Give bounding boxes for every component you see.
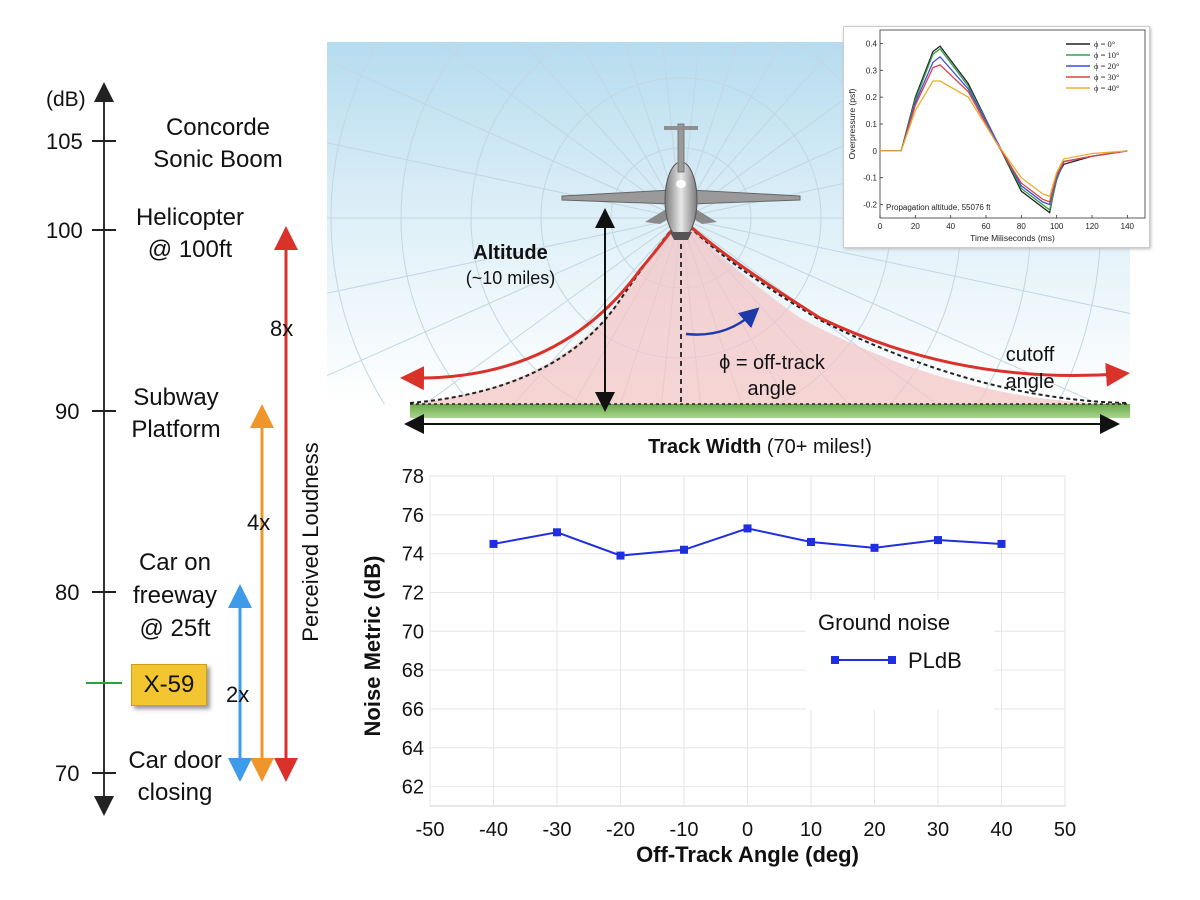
x-tick-label: 10	[800, 819, 822, 841]
y-tick-label: 64	[402, 738, 424, 760]
x-tick-label: -50	[416, 819, 445, 841]
pldb-data-point	[934, 536, 942, 545]
x-tick-label: 0	[742, 819, 753, 841]
altitude-label: Altitude (~10 miles)	[448, 240, 573, 290]
multiplier-8x: 8x	[270, 316, 294, 341]
event-car-freeway-line3: @ 25ft	[139, 615, 211, 642]
grid-ray-276	[680, 42, 701, 219]
x-tick-label: -40	[479, 819, 508, 841]
y-tick-label: 74	[402, 544, 424, 566]
grid-ray-204	[327, 59, 682, 219]
db-tick-label-90: 90	[55, 399, 80, 424]
cutoff-angle-label: cutoff angle	[980, 342, 1080, 396]
event-helicopter: Helicopter @ 100ft	[90, 202, 290, 266]
grid-ray-312	[680, 42, 841, 219]
pldb-data-point	[616, 551, 625, 560]
x-tick-label: 40	[990, 819, 1012, 841]
x-tick-label: 50	[1054, 819, 1076, 841]
loudness-scale-graphics	[86, 82, 298, 816]
grid-ray-24	[680, 217, 1100, 404]
event-subway-line1: Subway	[133, 384, 219, 411]
y-tick-label: 72	[402, 582, 424, 604]
x-tick-label: -20	[606, 819, 635, 841]
grid-ray-12	[680, 217, 1130, 314]
y-tick-label: 70	[402, 621, 424, 643]
x59-badge: X-59	[131, 664, 207, 706]
y-tick-label: 62	[402, 777, 424, 799]
grid-ray-216	[437, 42, 682, 219]
x-tick-label: -10	[670, 819, 699, 841]
event-car-door-line1: Car door	[128, 747, 222, 774]
multiplier-2x: 2x	[226, 682, 250, 707]
y-tick-label: 76	[402, 505, 424, 527]
y-axis-label: Noise Metric (dB)	[360, 556, 385, 737]
grid-ray-36	[680, 217, 938, 404]
track-width-label: Track Width (70+ miles!)	[560, 436, 960, 459]
legend-series-name: PLdB	[908, 648, 962, 673]
event-subway-line2: Platform	[131, 416, 221, 443]
x-tick-label: -30	[543, 819, 572, 841]
altitude-value: (~10 miles)	[465, 268, 556, 288]
grid-ray-288	[680, 42, 739, 219]
grid-ray-240	[578, 42, 682, 219]
pldb-data-point	[870, 543, 879, 552]
event-helicopter-line2: @ 100ft	[147, 236, 233, 263]
event-car-freeway-line1: Car on	[138, 549, 212, 576]
grid-ray-156	[327, 217, 682, 377]
db-tick-label-70: 70	[55, 761, 80, 786]
x59-aircraft-icon	[561, 123, 801, 240]
grid-ray-228	[521, 42, 682, 219]
event-concorde: Concorde Sonic Boom	[118, 112, 318, 176]
event-car-door: Car door closing	[75, 745, 275, 809]
phi-label: ϕ = off-track angle	[692, 350, 852, 402]
y-tick-label: 66	[402, 699, 424, 721]
grid-ray-168	[327, 217, 682, 294]
track-width-value: (70+ miles!)	[766, 436, 872, 458]
db-tick-label-105: 105	[46, 129, 83, 154]
grid-ray-192	[327, 142, 682, 219]
multiplier-4x: 4x	[247, 510, 271, 535]
pldb-data-point	[553, 528, 561, 537]
pldb-data-point	[997, 539, 1006, 548]
db-tick-label-100: 100	[46, 218, 83, 243]
pldb-data-point	[680, 545, 688, 554]
phi-label-line1: ϕ = off-track	[719, 352, 825, 374]
event-concorde-line2: Sonic Boom	[153, 146, 283, 173]
cutoff-label-line2: angle	[1005, 371, 1055, 393]
pldb-data-point	[807, 538, 815, 546]
phi-label-line2: angle	[747, 378, 797, 400]
x-tick-label: 20	[863, 819, 885, 841]
cutoff-boundary-arrow	[400, 215, 1130, 391]
db-unit-label: (dB)	[46, 88, 86, 111]
event-car-freeway-line2: freeway	[132, 582, 218, 609]
event-concorde-line1: Concorde	[165, 114, 271, 141]
cutoff-label-line1: cutoff	[1005, 344, 1055, 366]
event-car-freeway: Car on freeway @ 25ft	[75, 546, 275, 645]
x-tick-label: 30	[927, 819, 949, 841]
pldb-data-point	[489, 539, 498, 548]
phi-angle-arrow	[685, 307, 760, 336]
x-axis-label: Off-Track Angle (deg)	[636, 842, 859, 867]
grid-ray-324	[680, 42, 925, 219]
event-helicopter-line1: Helicopter	[135, 204, 245, 231]
legend-title: Ground noise	[818, 610, 951, 635]
grid-ray-300	[680, 42, 784, 219]
grid-ray-264	[661, 42, 682, 219]
event-subway: Subway Platform	[76, 382, 276, 446]
noise-chart-legend: Ground noise PLdB	[806, 600, 994, 710]
grid-ray-144	[424, 217, 682, 404]
legend-pldb-swatch	[831, 656, 896, 664]
boom-carpet-fill	[410, 218, 1128, 404]
db-tick-label-80: 80	[55, 580, 80, 605]
y-tick-label: 68	[402, 660, 424, 682]
grid-ray-252	[623, 42, 682, 219]
y-tick-label: 78	[402, 466, 424, 488]
pldb-data-point	[743, 524, 752, 533]
altitude-title: Altitude	[473, 242, 548, 264]
track-width-title: Track Width	[648, 436, 762, 458]
event-car-door-line2: closing	[137, 779, 213, 806]
